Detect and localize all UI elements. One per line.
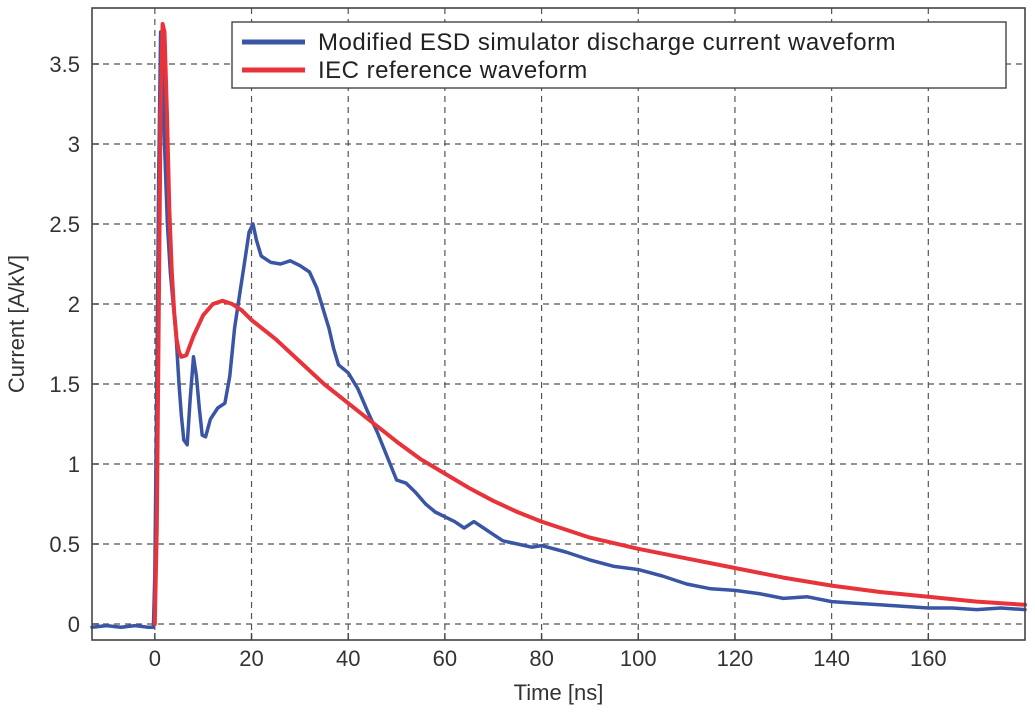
y-tick-label-4: 2: [68, 292, 80, 317]
x-tick-label-7: 140: [813, 646, 850, 671]
x-tick-label-1: 20: [239, 646, 263, 671]
y-tick-label-1: 0.5: [49, 532, 80, 557]
x-tick-label-8: 160: [910, 646, 947, 671]
legend-box: [231, 21, 1007, 89]
series-line-iec-reference: [152, 22, 1027, 626]
x-tick-label-5: 100: [620, 646, 657, 671]
y-tick-label-5: 2.5: [49, 212, 80, 237]
y-tick-label-6: 3: [68, 132, 80, 157]
x-tick-label-2: 40: [336, 646, 360, 671]
y-tick-label-7: 3.5: [49, 52, 80, 77]
series-lines: [90, 22, 1027, 629]
y-axis-title: Current [A/kV]: [4, 255, 29, 393]
x-tick-label-3: 60: [433, 646, 457, 671]
legend-label-modified-esd: Modified ESD simulator discharge current…: [318, 29, 896, 56]
legend: Modified ESD simulator discharge current…: [231, 21, 1007, 89]
x-axis-title: Time [ns]: [514, 680, 604, 705]
y-tick-label-3: 1.5: [49, 372, 80, 397]
legend-label-iec-reference: IEC reference waveform: [318, 57, 588, 84]
x-tick-label-6: 120: [717, 646, 754, 671]
x-tick-label-4: 80: [529, 646, 553, 671]
y-tick-label-0: 0: [68, 612, 80, 637]
axis-ticks: 0 20 40 60 80 100 120 140 160 0 0.5 1 1.5 2 2.5 3 3.5: [49, 52, 946, 671]
plot-frame: [91, 7, 1026, 641]
x-tick-label-0: 0: [149, 646, 161, 671]
y-tick-label-2: 1: [68, 452, 80, 477]
grid: [92, 8, 1025, 640]
